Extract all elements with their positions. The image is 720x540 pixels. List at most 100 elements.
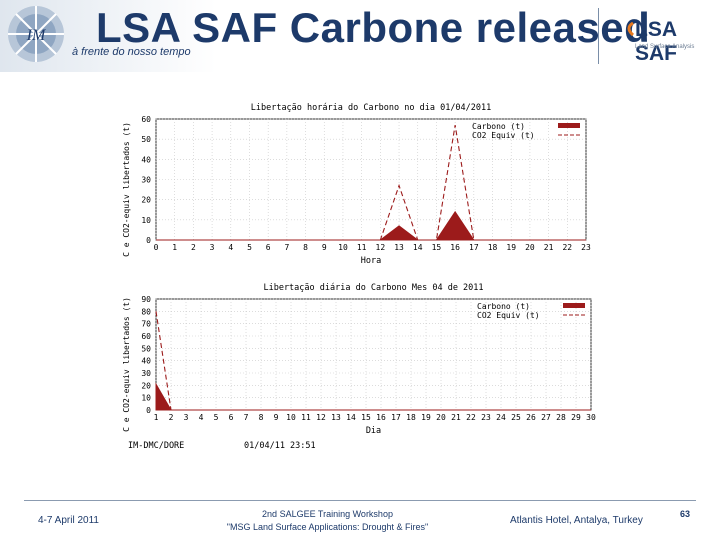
x-tick-label: 13 bbox=[331, 413, 341, 422]
x-tick-label: 30 bbox=[586, 413, 596, 422]
legend-swatch-filled bbox=[563, 303, 585, 308]
x-tick-label: 1 bbox=[172, 243, 177, 252]
x-tick-label: 6 bbox=[229, 413, 234, 422]
x-tick-label: 16 bbox=[376, 413, 386, 422]
x-tick-label: 11 bbox=[357, 243, 367, 252]
page-number: 63 bbox=[680, 509, 691, 519]
chart-title: Libertação horária do Carbono no dia 01/… bbox=[251, 103, 492, 113]
x-tick-label: 4 bbox=[199, 413, 204, 422]
x-tick-label: 14 bbox=[413, 243, 423, 252]
x-tick-label: 3 bbox=[210, 243, 215, 252]
x-tick-label: 8 bbox=[259, 413, 264, 422]
x-tick-label: 15 bbox=[432, 243, 442, 252]
im-logo-icon: IM bbox=[8, 6, 64, 62]
x-tick-label: 8 bbox=[303, 243, 308, 252]
plot-frame-1 bbox=[155, 298, 592, 411]
y-tick-label: 10 bbox=[141, 394, 151, 403]
x-tick-label: 18 bbox=[406, 413, 416, 422]
x-tick-label: 10 bbox=[286, 413, 296, 422]
legend-label: CO2 Equiv (t) bbox=[472, 131, 535, 140]
x-tick-label: 19 bbox=[506, 243, 516, 252]
x-tick-label: 12 bbox=[376, 243, 386, 252]
footer-date: 4-7 April 2011 bbox=[38, 515, 99, 526]
x-tick-label: 26 bbox=[526, 413, 536, 422]
y-tick-label: 20 bbox=[141, 381, 151, 390]
x-tick-label: 17 bbox=[391, 413, 401, 422]
x-tick-label: 2 bbox=[169, 413, 174, 422]
footer-divider bbox=[24, 500, 696, 501]
x-tick-label: 10 bbox=[338, 243, 348, 252]
x-tick-label: 9 bbox=[274, 413, 279, 422]
svg-text:IM: IM bbox=[26, 27, 47, 44]
x-tick-label: 25 bbox=[511, 413, 521, 422]
y-tick-label: 20 bbox=[141, 196, 151, 205]
x-tick-label: 20 bbox=[525, 243, 535, 252]
y-tick-label: 40 bbox=[141, 357, 151, 366]
y-tick-label: 90 bbox=[141, 295, 151, 304]
footer-place: Atlantis Hotel, Antalya, Turkey bbox=[510, 515, 643, 526]
y-tick-label: 0 bbox=[146, 406, 151, 415]
x-axis-label: Dia bbox=[366, 426, 381, 436]
y-tick-label: 0 bbox=[146, 236, 151, 245]
y-tick-label: 40 bbox=[141, 155, 151, 164]
legend-swatch-filled bbox=[558, 123, 580, 128]
x-tick-label: 5 bbox=[214, 413, 219, 422]
y-tick-label: 60 bbox=[141, 115, 151, 124]
x-tick-label: 5 bbox=[247, 243, 252, 252]
x-tick-label: 4 bbox=[228, 243, 233, 252]
x-tick-label: 3 bbox=[184, 413, 189, 422]
x-tick-label: 6 bbox=[266, 243, 271, 252]
x-tick-label: 16 bbox=[450, 243, 460, 252]
x-tick-label: 11 bbox=[301, 413, 311, 422]
lsa-saf-logo: LSA SAF Land Surface Analysis bbox=[598, 8, 720, 65]
y-tick-label: 30 bbox=[141, 176, 151, 185]
brand-name: LSA SAF bbox=[635, 18, 677, 65]
slide-header: IM LSA SAF Carbone released à frente do … bbox=[0, 0, 720, 72]
footer-workshop: 2nd SALGEE Training Workshop "MSG Land S… bbox=[200, 508, 455, 534]
x-tick-label: 13 bbox=[394, 243, 404, 252]
saf-swoosh-icon bbox=[627, 22, 635, 36]
x-tick-label: 22 bbox=[562, 243, 572, 252]
x-tick-label: 28 bbox=[556, 413, 566, 422]
x-tick-label: 20 bbox=[436, 413, 446, 422]
x-tick-label: 18 bbox=[488, 243, 498, 252]
x-tick-label: 23 bbox=[481, 413, 491, 422]
chart-title: Libertação diária do Carbono Mes 04 de 2… bbox=[263, 283, 483, 293]
x-tick-label: 2 bbox=[191, 243, 196, 252]
x-tick-label: 22 bbox=[466, 413, 476, 422]
x-tick-label: 7 bbox=[284, 243, 289, 252]
x-tick-label: 12 bbox=[316, 413, 326, 422]
legend-label: Carbono (t) bbox=[472, 122, 525, 131]
x-tick-label: 29 bbox=[571, 413, 581, 422]
workshop-name: 2nd SALGEE Training Workshop bbox=[262, 509, 393, 519]
y-axis-label: C e CO2-equiv libertados (t) bbox=[122, 122, 131, 257]
x-tick-label: 0 bbox=[154, 243, 159, 252]
plot-frame-0 bbox=[155, 118, 587, 241]
brand-sub: Land Surface Analysis bbox=[635, 44, 695, 50]
y-tick-label: 10 bbox=[141, 216, 151, 225]
x-tick-label: 19 bbox=[421, 413, 431, 422]
x-axis-label: Hora bbox=[361, 256, 381, 266]
x-tick-label: 7 bbox=[244, 413, 249, 422]
workshop-subtitle: "MSG Land Surface Applications: Drought … bbox=[226, 522, 429, 532]
y-tick-label: 70 bbox=[141, 320, 151, 329]
x-tick-label: 17 bbox=[469, 243, 479, 252]
slide-title: LSA SAF Carbone released bbox=[96, 4, 651, 51]
y-tick-label: 50 bbox=[141, 135, 151, 144]
y-tick-label: 50 bbox=[141, 344, 151, 353]
x-tick-label: 1 bbox=[154, 413, 159, 422]
legend-label: Carbono (t) bbox=[477, 302, 530, 311]
x-tick-label: 23 bbox=[581, 243, 591, 252]
x-tick-label: 27 bbox=[541, 413, 551, 422]
chart-timestamp: 01/04/11 23:51 bbox=[244, 441, 316, 451]
x-tick-label: 21 bbox=[451, 413, 461, 422]
legend-label: CO2 Equiv (t) bbox=[477, 311, 540, 320]
y-tick-label: 30 bbox=[141, 369, 151, 378]
x-tick-label: 21 bbox=[544, 243, 554, 252]
chart-source: IM-DMC/DORE bbox=[128, 441, 184, 451]
y-tick-label: 80 bbox=[141, 307, 151, 316]
x-tick-label: 24 bbox=[496, 413, 506, 422]
x-tick-label: 14 bbox=[346, 413, 356, 422]
x-tick-label: 15 bbox=[361, 413, 371, 422]
